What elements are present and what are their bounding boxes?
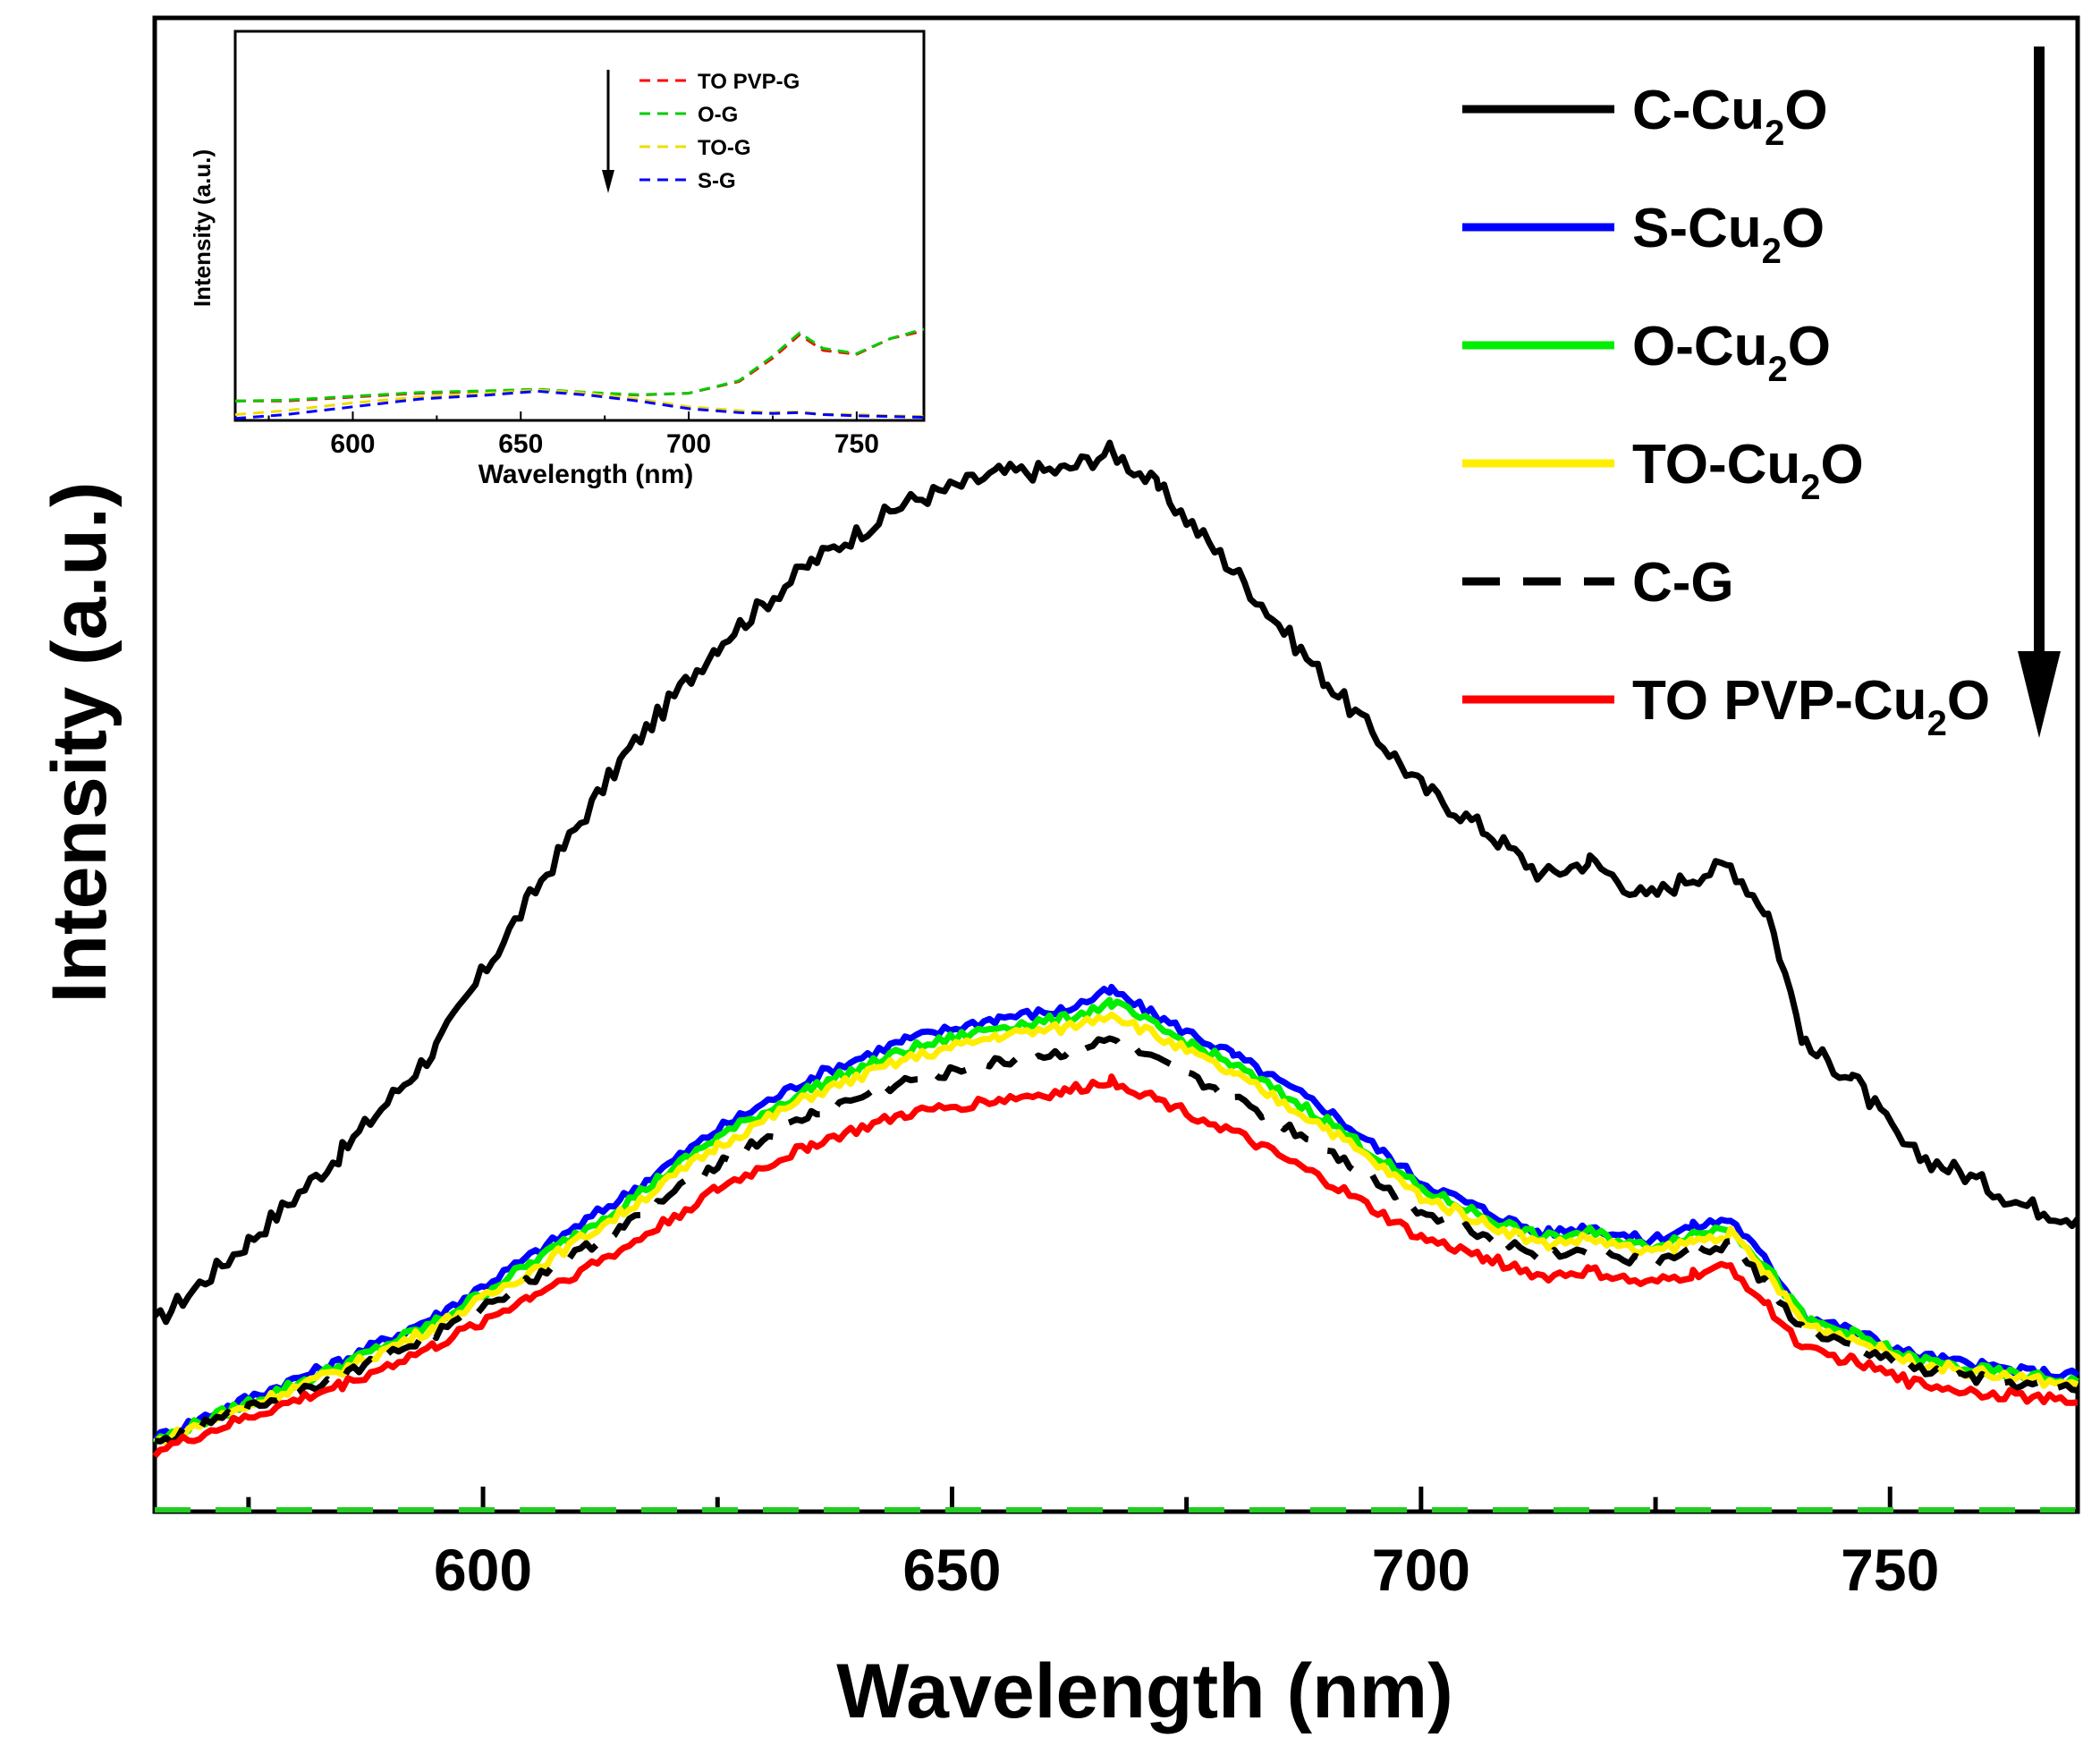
- inset-y-axis-label: Intensity (a.u.): [189, 149, 216, 307]
- x-tick-label-650: 650: [498, 429, 543, 459]
- inset-chart: 600 650 700 750 TO PVP-G O-G TO-G S-G Waveleng…: [189, 30, 926, 489]
- series-line-to-g: [234, 388, 925, 419]
- legend-label-c-cu: C-Cu2O: [1632, 80, 1828, 153]
- series-line-c-cu: [152, 439, 2080, 1326]
- main-plot-frame: [152, 15, 2080, 1514]
- x-tick-label-750: 750: [1841, 1537, 1939, 1603]
- inset-legend: TO PVP-G O-G TO-G S-G: [639, 70, 800, 193]
- inset-x-ticks: 600 650 700 750: [267, 411, 879, 459]
- decrease-arrow-icon: [2018, 47, 2061, 738]
- x-tick-label-700: 700: [1372, 1537, 1470, 1603]
- main-series-group: [151, 439, 2080, 1459]
- x-tick-label-650: 650: [902, 1537, 1001, 1603]
- inset-legend-label-to-g: TO-G: [698, 136, 751, 160]
- legend-label-s-cu: S-Cu2O: [1632, 198, 1825, 271]
- legend-label-to-cu: TO-Cu2O: [1632, 434, 1864, 507]
- x-tick-label-700: 700: [666, 429, 711, 459]
- inset-plot-frame: [233, 30, 926, 422]
- series-line-to-pvp-cu: [152, 1073, 2079, 1459]
- inset-legend-label-s-g: S-G: [698, 169, 736, 193]
- y-axis-label: Intensity (a.u.): [37, 482, 123, 1004]
- x-axis-label: Wavelength (nm): [836, 1649, 1453, 1734]
- main-legend: C-Cu2O S-Cu2O O-Cu2O TO-Cu2O C-G TO PVP-Cu2O: [1462, 80, 1990, 743]
- inset-x-axis-label: Wavelength (nm): [478, 460, 694, 489]
- series-line-o-cu: [152, 996, 2079, 1445]
- inset-series-group: [234, 327, 925, 420]
- x-tick-label-600: 600: [330, 429, 375, 459]
- inset-legend-label-to-pvp-g: TO PVP-G: [698, 70, 800, 94]
- series-line-to-cu: [153, 1011, 2079, 1446]
- series-line-o-g: [234, 327, 925, 403]
- series-line-s-g: [234, 389, 925, 420]
- inset-arrow-icon: [602, 70, 614, 193]
- legend-label-to-pvp-cu: TO PVP-Cu2O: [1632, 670, 1990, 743]
- series-line-s-cu: [151, 983, 2080, 1445]
- main-x-ticks: 600 650 700 750: [246, 1487, 1939, 1603]
- inset-legend-label-o-g: O-G: [698, 103, 738, 127]
- x-tick-label-600: 600: [434, 1537, 532, 1603]
- legend-label-c-g: C-G: [1632, 552, 1734, 614]
- series-line-c-g: [154, 1035, 2079, 1446]
- legend-label-o-cu: O-Cu2O: [1632, 316, 1831, 389]
- x-tick-label-750: 750: [834, 429, 879, 459]
